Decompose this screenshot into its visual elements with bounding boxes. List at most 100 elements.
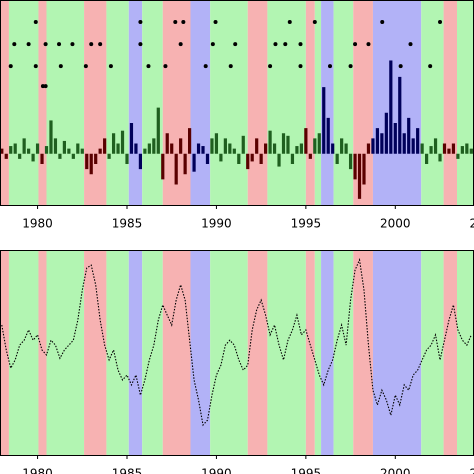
bar	[371, 138, 375, 154]
regime-band	[247, 0, 268, 205]
regime-band	[305, 250, 315, 455]
event-dot	[287, 20, 292, 25]
bar	[290, 153, 295, 164]
bar	[192, 153, 196, 172]
bar	[442, 143, 447, 154]
bar	[152, 138, 156, 154]
bar	[402, 133, 406, 154]
event-dot	[98, 42, 103, 47]
bar	[344, 143, 348, 154]
event-dot	[26, 42, 31, 47]
event-dot	[43, 84, 48, 89]
event-dot	[138, 42, 143, 47]
bar	[228, 143, 232, 154]
bar	[35, 143, 40, 154]
x-tick-label: 1995	[291, 467, 322, 474]
event-dot	[43, 42, 48, 47]
bar	[268, 130, 272, 154]
regime-band	[372, 0, 422, 205]
event-dot	[163, 64, 168, 69]
regime-band	[314, 0, 322, 205]
bar	[416, 128, 420, 154]
bar	[232, 148, 236, 154]
regime-band	[443, 250, 458, 455]
bar	[156, 107, 160, 154]
event-dot	[438, 20, 443, 25]
bar	[22, 138, 26, 154]
event-dot	[228, 64, 233, 69]
event-dot	[268, 64, 273, 69]
regime-band	[8, 250, 39, 455]
bar	[210, 138, 214, 154]
event-dot	[283, 42, 288, 47]
regime-band	[421, 0, 444, 205]
x-tick-label: 2005	[469, 467, 474, 474]
bar	[407, 117, 411, 154]
event-dot	[233, 42, 238, 47]
bar	[331, 143, 335, 154]
regime-band	[305, 0, 315, 205]
bar	[380, 133, 384, 154]
regime-band	[46, 250, 85, 455]
regime-band	[46, 0, 85, 205]
bar	[107, 153, 111, 159]
bar	[116, 143, 120, 154]
x-tick-label: 2005	[469, 217, 474, 231]
bar	[389, 60, 393, 154]
bar	[223, 138, 227, 154]
x-tick-label: 1990	[201, 217, 232, 231]
regime-band	[210, 0, 248, 205]
bar	[161, 153, 165, 180]
bar	[398, 76, 402, 154]
bar	[58, 153, 62, 159]
x-tick-label: 1985	[112, 467, 143, 474]
bar	[460, 146, 464, 154]
event-dot	[312, 20, 317, 25]
bar	[53, 138, 58, 154]
regime-band	[106, 250, 129, 455]
event-dot	[108, 64, 113, 69]
regime-band	[84, 250, 107, 455]
bar	[143, 148, 147, 154]
event-dot	[353, 42, 358, 47]
regime-band	[443, 0, 458, 205]
bar	[340, 138, 344, 154]
event-dot	[408, 42, 413, 47]
event-dot	[58, 64, 63, 69]
bar	[85, 153, 89, 170]
bar	[451, 143, 456, 154]
regime-band	[142, 250, 163, 455]
bar	[241, 135, 245, 154]
bar	[393, 123, 397, 154]
regime-band	[142, 0, 163, 205]
bar	[335, 153, 339, 164]
regime-band	[38, 0, 47, 205]
bar	[353, 153, 357, 180]
bar	[281, 133, 286, 154]
regime-band	[314, 250, 322, 455]
bar	[420, 143, 424, 154]
bar	[196, 143, 201, 154]
bar	[308, 153, 312, 159]
event-dot	[213, 20, 218, 25]
regime-band	[84, 0, 107, 205]
regime-band	[353, 250, 373, 455]
bar	[313, 138, 317, 154]
bar	[129, 123, 134, 154]
event-dot	[57, 42, 62, 47]
regime-band	[333, 0, 354, 205]
regime-band	[190, 250, 211, 455]
regime-band	[128, 0, 143, 205]
bar	[326, 117, 330, 154]
x-tick-label: 1995	[291, 217, 322, 231]
bar	[170, 143, 174, 154]
bar	[165, 133, 169, 154]
bar	[4, 153, 8, 159]
event-dot	[181, 20, 186, 25]
bar	[277, 153, 281, 167]
x-tick-label: 2000	[380, 467, 411, 474]
bar	[13, 143, 17, 154]
bar	[438, 153, 442, 162]
bar	[264, 143, 268, 154]
